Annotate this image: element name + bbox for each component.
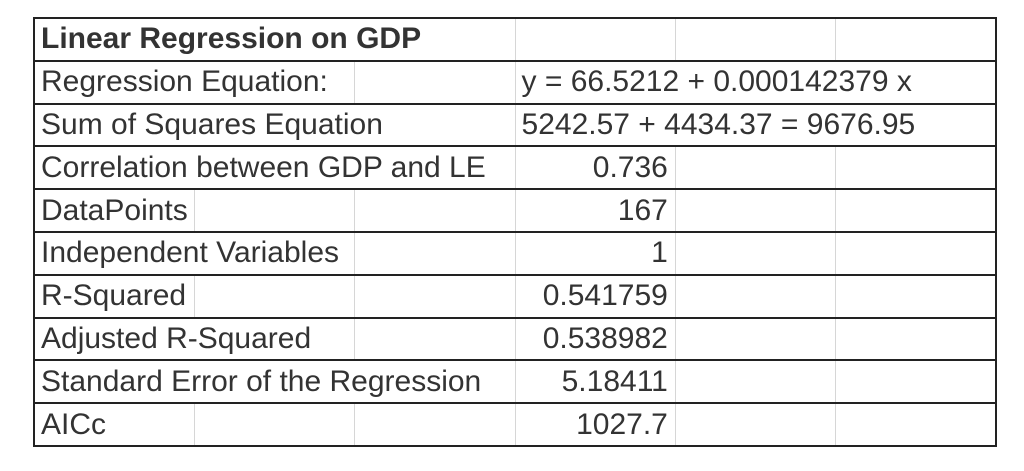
cell-empty[interactable] xyxy=(674,231,836,276)
cell-label-datapoints[interactable]: DataPoints xyxy=(34,189,195,233)
cell-label-standard-error[interactable]: Standard Error of the Regression xyxy=(34,360,516,405)
row-sum-of-squares: Sum of Squares Equation 5242.57 + 4434.3… xyxy=(34,103,996,148)
cell-empty[interactable] xyxy=(514,18,676,62)
cell-empty[interactable] xyxy=(674,18,836,62)
cell-value-aicc[interactable]: 1027.7 xyxy=(514,403,676,447)
row-title: Linear Regression on GDP xyxy=(34,18,996,62)
cell-empty[interactable] xyxy=(835,231,996,276)
cell-empty[interactable] xyxy=(835,403,996,447)
cell-label-independent-variables[interactable]: Independent Variables xyxy=(34,231,355,276)
cell-label-correlation[interactable]: Correlation between GDP and LE xyxy=(34,146,516,191)
cell-empty[interactable] xyxy=(835,146,996,191)
row-aicc: AICc 1027.7 xyxy=(34,403,996,447)
cell-label-r-squared[interactable]: R-Squared xyxy=(34,274,195,319)
cell-value-r-squared[interactable]: 0.541759 xyxy=(514,274,676,319)
cell-empty[interactable] xyxy=(835,18,996,62)
cell-value-sum-of-squares[interactable]: 5242.57 + 4434.37 = 9676.95 xyxy=(514,103,996,148)
cell-value-standard-error[interactable]: 5.18411 xyxy=(514,360,676,405)
cell-value-independent-variables[interactable]: 1 xyxy=(514,231,676,276)
row-independent-variables: Independent Variables 1 xyxy=(34,231,996,276)
cell-title[interactable]: Linear Regression on GDP xyxy=(34,18,516,62)
cell-value-correlation[interactable]: 0.736 xyxy=(514,146,676,191)
cell-empty[interactable] xyxy=(354,60,516,105)
cell-empty[interactable] xyxy=(193,274,355,319)
cell-empty[interactable] xyxy=(193,403,355,447)
cell-empty[interactable] xyxy=(674,360,836,405)
cell-label-regression-equation[interactable]: Regression Equation: xyxy=(34,60,355,105)
cell-label-adjusted-r-squared[interactable]: Adjusted R-Squared xyxy=(34,317,355,362)
row-correlation: Correlation between GDP and LE 0.736 xyxy=(34,146,996,191)
cell-value-adjusted-r-squared[interactable]: 0.538982 xyxy=(514,317,676,362)
cell-empty[interactable] xyxy=(674,146,836,191)
cell-empty[interactable] xyxy=(835,360,996,405)
row-standard-error: Standard Error of the Regression 5.18411 xyxy=(34,360,996,405)
row-r-squared: R-Squared 0.541759 xyxy=(34,274,996,319)
cell-empty[interactable] xyxy=(835,317,996,362)
cell-value-datapoints[interactable]: 167 xyxy=(514,189,676,233)
cell-empty[interactable] xyxy=(674,403,836,447)
cell-empty[interactable] xyxy=(835,189,996,233)
cell-empty[interactable] xyxy=(674,274,836,319)
cell-empty[interactable] xyxy=(674,317,836,362)
cell-empty[interactable] xyxy=(354,274,516,319)
cell-empty[interactable] xyxy=(354,189,516,233)
regression-stats-table: Linear Regression on GDP Regression Equa… xyxy=(33,17,997,447)
row-datapoints: DataPoints 167 xyxy=(34,189,996,233)
cell-label-sum-of-squares[interactable]: Sum of Squares Equation xyxy=(34,103,516,148)
row-adjusted-r-squared: Adjusted R-Squared 0.538982 xyxy=(34,317,996,362)
row-regression-equation: Regression Equation: y = 66.5212 + 0.000… xyxy=(34,60,996,105)
cell-empty[interactable] xyxy=(835,274,996,319)
cell-value-regression-equation[interactable]: y = 66.5212 + 0.000142379 x xyxy=(514,60,996,105)
cell-empty[interactable] xyxy=(354,403,516,447)
cell-empty[interactable] xyxy=(354,317,516,362)
cell-empty[interactable] xyxy=(354,231,516,276)
cell-empty[interactable] xyxy=(674,189,836,233)
cell-label-aicc[interactable]: AICc xyxy=(34,403,195,447)
cell-empty[interactable] xyxy=(193,189,355,233)
